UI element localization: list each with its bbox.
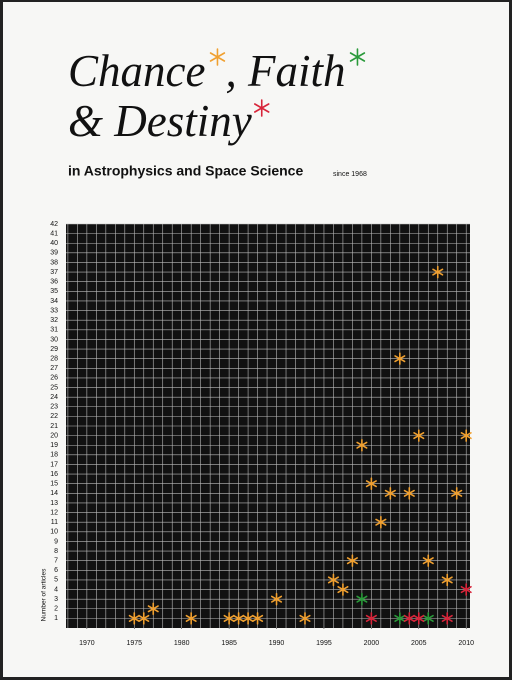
asterisk-point bbox=[422, 554, 434, 567]
asterisk-point bbox=[365, 477, 377, 491]
asterisk-point bbox=[394, 612, 406, 625]
y-tick-label: 15 bbox=[50, 481, 58, 488]
asterisk-point bbox=[451, 487, 463, 500]
y-tick-label: 29 bbox=[50, 346, 58, 353]
asterisk-point bbox=[128, 612, 140, 625]
y-tick-label: 42 bbox=[50, 221, 58, 228]
x-tick-label: 1990 bbox=[269, 640, 285, 647]
y-tick-label: 17 bbox=[50, 461, 58, 468]
x-tick-label: 1970 bbox=[79, 640, 95, 647]
note: since 1968 bbox=[333, 171, 367, 178]
y-tick-label: 24 bbox=[50, 394, 58, 401]
y-tick-label: 25 bbox=[50, 384, 58, 391]
title-line: , Faith bbox=[225, 46, 345, 96]
y-tick-label: 5 bbox=[54, 577, 58, 584]
asterisk-point bbox=[346, 554, 358, 567]
x-tick-label: 2010 bbox=[458, 640, 474, 647]
y-tick-label: 21 bbox=[50, 423, 58, 430]
asterisk-point bbox=[403, 612, 415, 625]
y-tick-label: 20 bbox=[50, 432, 58, 439]
y-tick-label: 4 bbox=[54, 586, 58, 593]
y-tick-label: 26 bbox=[50, 375, 58, 382]
y-tick-label: 3 bbox=[54, 596, 58, 603]
asterisk-point bbox=[327, 573, 339, 587]
y-tick-label: 16 bbox=[50, 471, 58, 478]
asterisk-point bbox=[185, 612, 197, 625]
asterisk-point bbox=[413, 612, 425, 625]
title-line: & Destiny bbox=[68, 96, 252, 146]
x-tick-label: 1980 bbox=[174, 640, 190, 647]
asterisk-point bbox=[233, 612, 245, 625]
y-tick-label: 22 bbox=[50, 413, 58, 420]
y-axis-label: Number of articles bbox=[41, 568, 48, 621]
title-asterisk bbox=[254, 99, 270, 117]
asterisk-point bbox=[384, 487, 396, 500]
asterisk-point bbox=[413, 429, 425, 442]
y-tick-label: 38 bbox=[50, 259, 58, 266]
asterisk-point bbox=[252, 612, 264, 625]
y-tick-label: 18 bbox=[50, 452, 58, 459]
y-tick-label: 13 bbox=[50, 500, 58, 507]
asterisk-point bbox=[460, 583, 472, 596]
asterisk-point bbox=[223, 612, 235, 625]
title-asterisk bbox=[209, 48, 226, 66]
asterisk-point bbox=[337, 583, 349, 596]
y-tick-label: 34 bbox=[50, 298, 58, 305]
y-tick-label: 40 bbox=[50, 240, 58, 247]
asterisk-point bbox=[422, 612, 434, 625]
y-tick-label: 37 bbox=[50, 269, 58, 276]
x-tick-label: 1995 bbox=[316, 640, 332, 647]
asterisk-point bbox=[299, 612, 311, 625]
asterisk-point bbox=[365, 612, 377, 625]
x-tick-label: 2005 bbox=[411, 640, 427, 647]
asterisk-point bbox=[138, 612, 150, 625]
asterisk-point bbox=[270, 592, 283, 606]
title-line: Chance bbox=[68, 46, 205, 96]
y-tick-label: 7 bbox=[54, 558, 58, 565]
y-tick-label: 36 bbox=[50, 279, 58, 286]
asterisk-point bbox=[441, 573, 453, 587]
y-tick-label: 2 bbox=[54, 606, 58, 613]
y-tick-label: 41 bbox=[50, 230, 58, 237]
x-tick-label: 1975 bbox=[126, 640, 142, 647]
x-tick-label: 2000 bbox=[364, 640, 380, 647]
asterisk-point bbox=[460, 429, 472, 442]
y-tick-label: 11 bbox=[51, 519, 58, 526]
y-tick-label: 35 bbox=[50, 288, 58, 295]
y-tick-label: 19 bbox=[50, 442, 58, 449]
asterisk-point bbox=[356, 592, 368, 606]
y-tick-label: 39 bbox=[50, 250, 58, 257]
y-tick-label: 33 bbox=[50, 307, 58, 314]
y-tick-label: 12 bbox=[50, 509, 58, 516]
asterisk-point bbox=[394, 352, 406, 365]
title-asterisk bbox=[349, 48, 366, 66]
asterisk-point bbox=[147, 602, 159, 616]
asterisk-point bbox=[441, 612, 453, 625]
y-tick-label: 1 bbox=[54, 615, 58, 622]
y-tick-label: 31 bbox=[50, 327, 58, 334]
subtitle: in Astrophysics and Space Science bbox=[68, 163, 303, 179]
asterisk-point bbox=[242, 612, 254, 625]
asterisk-point bbox=[403, 487, 415, 500]
y-tick-label: 30 bbox=[50, 336, 58, 343]
x-tick-label: 1985 bbox=[221, 640, 237, 647]
y-tick-label: 28 bbox=[50, 356, 58, 363]
y-tick-label: 6 bbox=[54, 567, 58, 574]
y-tick-label: 14 bbox=[50, 490, 58, 497]
y-tick-label: 23 bbox=[50, 404, 58, 411]
y-tick-label: 8 bbox=[54, 548, 58, 555]
asterisk-point bbox=[375, 515, 387, 529]
y-tick-label: 27 bbox=[50, 365, 58, 372]
asterisk-point bbox=[432, 265, 444, 279]
y-tick-label: 32 bbox=[50, 317, 58, 324]
y-tick-label: 9 bbox=[54, 538, 58, 545]
y-tick-label: 10 bbox=[50, 529, 58, 536]
asterisk-point bbox=[356, 438, 368, 452]
